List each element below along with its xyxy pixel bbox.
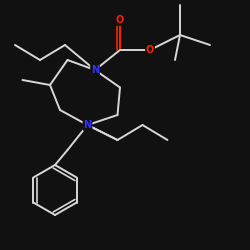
- Text: O: O: [116, 15, 124, 25]
- Text: O: O: [146, 45, 154, 55]
- Text: N: N: [84, 120, 92, 130]
- Text: N: N: [91, 65, 99, 75]
